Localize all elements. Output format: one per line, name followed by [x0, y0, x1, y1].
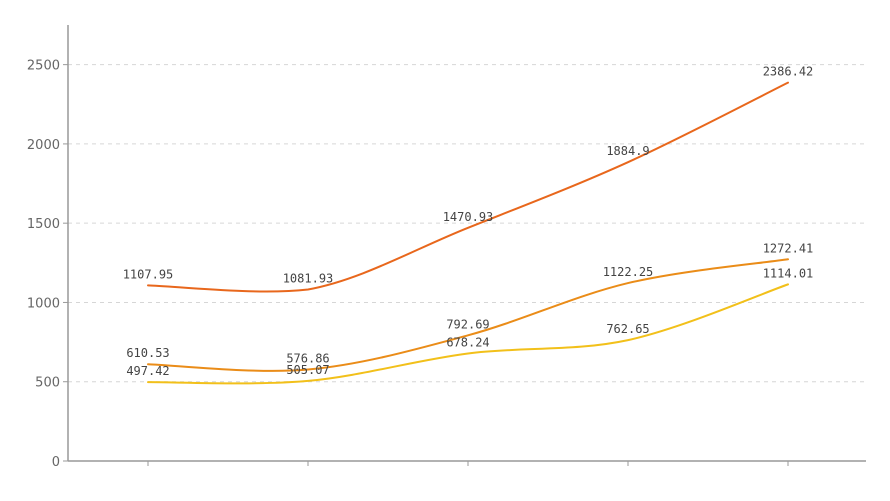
data-label-s2-4: 1114.01	[763, 266, 814, 280]
series-line-1	[147, 258, 789, 372]
y-tick-label-5: 2500	[27, 59, 60, 74]
label-layer: 1107.95 1081.93 1470.93 1884.9 2386.42 610.53…	[123, 65, 814, 379]
y-tick-label-4: 2000	[27, 138, 60, 153]
data-label-s1-3: 1122.25	[603, 265, 654, 279]
data-label-s0-1: 1081.93	[283, 271, 334, 285]
data-label-s1-4: 1272.41	[763, 241, 814, 255]
axis-layer: 0 500 1000 1500 2000 2500	[27, 25, 866, 470]
data-label-s1-2: 792.69	[446, 317, 489, 331]
y-tick-label-3: 1500	[27, 217, 60, 232]
data-label-s0-3: 1884.9	[606, 144, 649, 158]
data-label-s2-2: 678.24	[446, 335, 489, 349]
data-label-s1-1: 576.86	[286, 352, 329, 366]
data-label-s0-0: 1107.95	[123, 267, 174, 281]
data-label-s0-2: 1470.93	[443, 210, 494, 224]
series-line-2	[147, 283, 789, 385]
data-label-s0-4: 2386.42	[763, 65, 814, 79]
data-label-s1-0: 610.53	[126, 346, 169, 360]
grid-layer	[68, 64, 866, 383]
y-tick-label-1: 500	[35, 376, 60, 391]
data-label-s2-1: 505.07	[286, 363, 329, 377]
y-tick-label-0: 0	[52, 455, 60, 470]
y-tick-label-2: 1000	[27, 296, 60, 311]
data-label-s2-0: 497.42	[126, 364, 169, 378]
data-label-s2-3: 762.65	[606, 322, 649, 336]
series-line-0	[147, 81, 789, 293]
series-layer	[147, 81, 789, 385]
